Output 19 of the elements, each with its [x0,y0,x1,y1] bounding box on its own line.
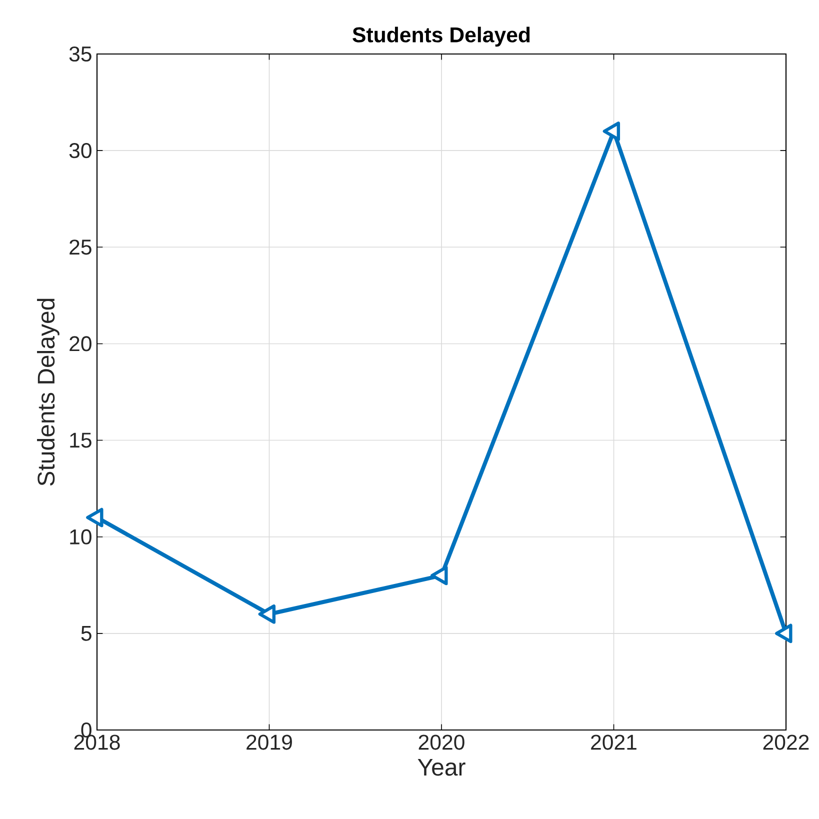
y-tick-label: 15 [70,432,92,448]
point [86,508,104,528]
chart-title: Students Delayed [352,26,530,47]
y-tick-label: 25 [70,240,92,255]
y-axis-title: Students Delayed [37,298,60,486]
y-tick-label: 20 [70,336,92,352]
point [258,604,276,624]
y-tick-label: 10 [70,529,92,544]
y-tick-label: 5 [81,626,92,641]
x-tick-label: 2019 [246,734,292,750]
y-tick-label: 30 [69,143,92,158]
point [430,566,448,586]
x-tick-label: 2022 [763,734,809,750]
y-tick-label: 35 [69,46,92,62]
x-axis-title: Year [418,758,466,776]
point [775,624,792,644]
x-tick-label: 2020 [418,734,464,750]
x-tick-label: 2021 [591,734,636,750]
point [602,122,620,141]
